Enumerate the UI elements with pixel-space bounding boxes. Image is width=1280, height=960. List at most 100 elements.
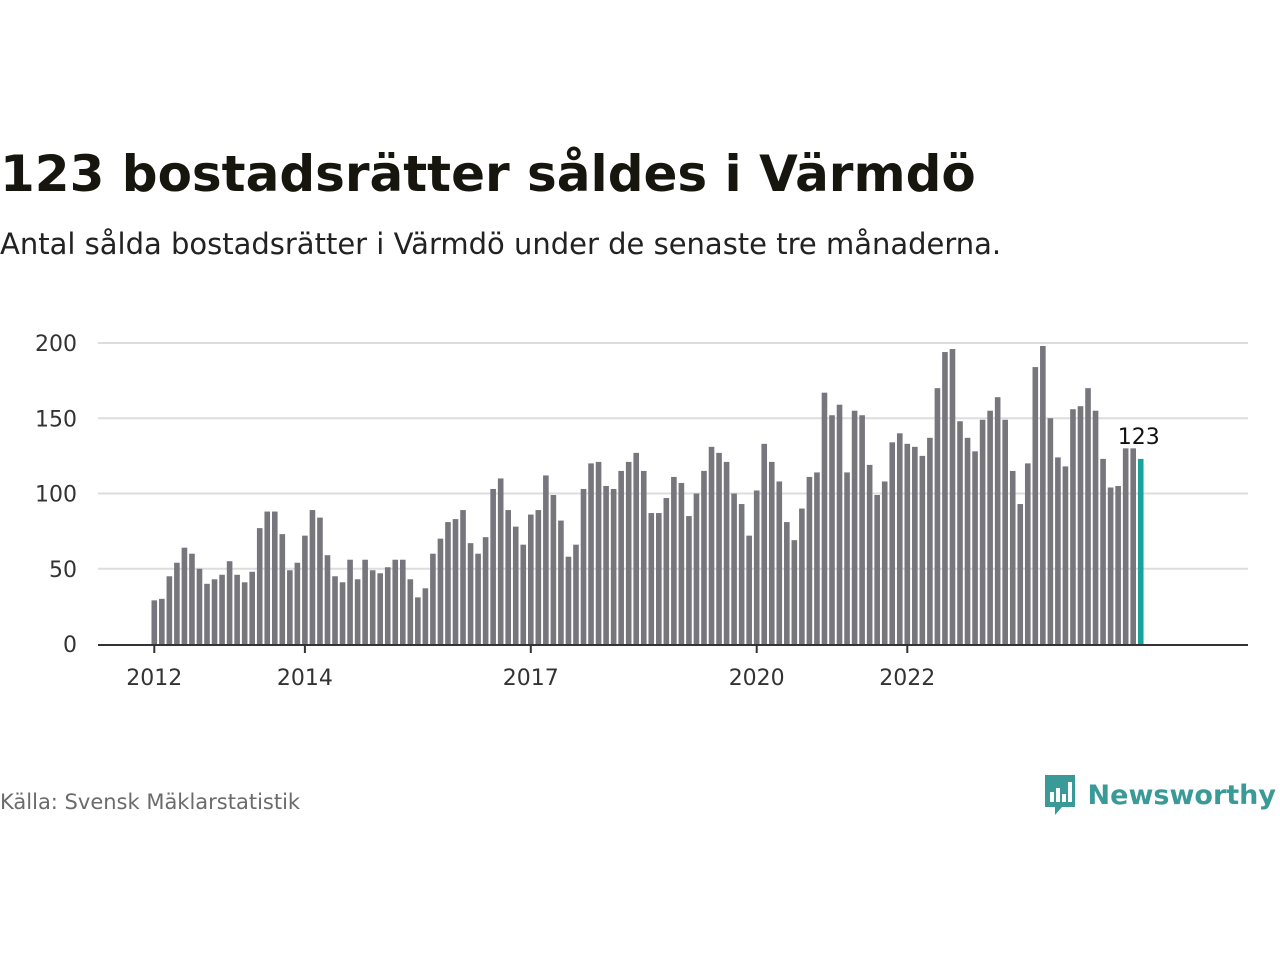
- bar: [625, 461, 632, 644]
- bar: [490, 488, 496, 644]
- bar: [829, 415, 835, 644]
- bar: [723, 461, 730, 644]
- bar: [241, 582, 248, 644]
- bar: [362, 559, 368, 644]
- bar: [633, 452, 640, 644]
- bar: [874, 495, 880, 644]
- bar: [460, 510, 466, 644]
- bar: [1130, 448, 1136, 644]
- bar: [1085, 388, 1091, 644]
- bar: [1017, 504, 1024, 644]
- y-tick-label: 200: [35, 332, 77, 357]
- bar: [791, 540, 798, 644]
- bar: [219, 574, 225, 644]
- bar: [881, 481, 888, 644]
- chart-subtitle: Antal sålda bostadsrätter i Värmdö under…: [0, 227, 1002, 261]
- bar: [806, 476, 813, 644]
- bar: [287, 570, 293, 644]
- bar: [294, 562, 301, 644]
- bar: [979, 419, 986, 644]
- bar: [942, 352, 948, 644]
- bar: [422, 588, 429, 644]
- bar: [648, 513, 655, 644]
- bar: [889, 442, 896, 644]
- bar: [249, 571, 255, 644]
- bar: [339, 582, 346, 644]
- bar: [1032, 367, 1039, 644]
- y-tick-label: 150: [35, 407, 77, 432]
- bar: [1002, 419, 1008, 644]
- bar: [520, 544, 527, 644]
- bar: [957, 421, 963, 644]
- bar: [512, 526, 519, 644]
- bar: [309, 510, 316, 644]
- bar: [271, 511, 278, 644]
- bar: [588, 463, 594, 644]
- bar: [776, 481, 783, 644]
- bar: [919, 455, 926, 645]
- bar: [640, 470, 647, 644]
- bar-chart: 0 50 100 150 200 2012 2014 2017 2020 2022 123: [35, 332, 1248, 691]
- bar: [1107, 487, 1114, 644]
- newsworthy-logo-icon: [1044, 775, 1075, 815]
- bar: [392, 559, 399, 644]
- bar: [814, 472, 820, 644]
- bar: [836, 404, 843, 644]
- bar: [934, 388, 941, 644]
- x-tick-label: 2014: [277, 666, 333, 691]
- bar: [708, 446, 715, 644]
- bar: [904, 443, 911, 644]
- bar: [844, 472, 850, 644]
- bar: [189, 553, 195, 644]
- bar: [324, 555, 331, 644]
- bar: [1115, 485, 1121, 644]
- bar: [1024, 463, 1031, 644]
- bar: [196, 568, 203, 644]
- bar: [1070, 409, 1076, 644]
- bar: [610, 488, 617, 644]
- bar: [896, 433, 903, 644]
- bar: [151, 600, 158, 644]
- bar: [784, 522, 790, 644]
- bar: [716, 452, 722, 644]
- bar: [851, 410, 858, 644]
- highlight-value-label: 123: [1118, 425, 1160, 450]
- bar: [1009, 470, 1016, 644]
- bar: [821, 392, 828, 644]
- bar: [573, 544, 579, 644]
- bar: [731, 493, 737, 644]
- bar: [505, 510, 512, 644]
- bar: [768, 461, 775, 644]
- bar: [279, 534, 286, 644]
- source-note: Källa: Svensk Mäklarstatistik: [0, 790, 301, 814]
- bar: [407, 579, 414, 644]
- bar: [399, 559, 406, 644]
- bar: [686, 516, 692, 644]
- bar: [384, 567, 391, 644]
- bar: [859, 415, 865, 644]
- bar: [535, 510, 542, 644]
- y-tick-label: 50: [49, 558, 77, 583]
- bar: [528, 514, 534, 644]
- brand-logo[interactable]: Newsworthy: [1042, 772, 1276, 818]
- bar: [663, 498, 670, 644]
- bar: [377, 573, 383, 644]
- bar: [174, 562, 180, 644]
- bar: [761, 443, 768, 644]
- bar: [701, 470, 707, 644]
- y-tick-label: 0: [63, 633, 77, 658]
- bar: [799, 508, 805, 644]
- bar: [437, 538, 444, 644]
- x-tick-label: 2020: [729, 666, 785, 691]
- bar: [1062, 466, 1069, 644]
- bar: [746, 535, 752, 644]
- bar: [317, 517, 323, 644]
- bar: [264, 511, 271, 644]
- bar: [256, 528, 263, 644]
- bar: [866, 464, 873, 644]
- bar: [565, 556, 572, 644]
- brand-name: Newsworthy: [1087, 779, 1276, 811]
- bar: [618, 470, 624, 644]
- bar: [1047, 418, 1054, 644]
- bar: [656, 513, 662, 644]
